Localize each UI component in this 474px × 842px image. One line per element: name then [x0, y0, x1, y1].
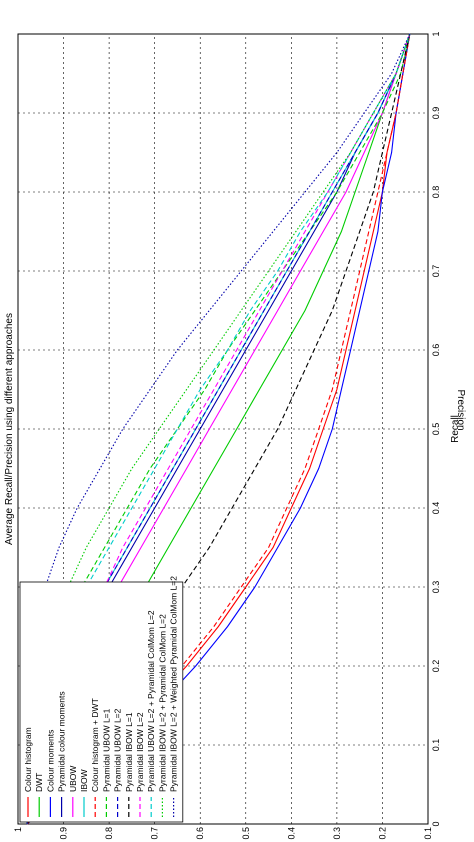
- legend-label: Colour moments: [45, 730, 55, 792]
- x-tick-label: 0.4: [431, 502, 441, 515]
- series-line-9: [26, 33, 411, 825]
- legend-label: DWT: [34, 773, 44, 792]
- x-tick-label: 0: [431, 821, 441, 826]
- y-tick-label: 0.1: [423, 827, 433, 840]
- x-tick-label: 0.3: [431, 581, 441, 594]
- legend-label: Pyramidal UBOW L=1: [101, 708, 111, 792]
- x-tick-label: 0.1: [431, 739, 441, 752]
- y-tick-label: 0.7: [150, 827, 160, 840]
- x-axis-label: Recall: [450, 415, 461, 443]
- legend-label: Pyramidal IBOW L=2: [135, 712, 145, 792]
- series-line-12: [26, 33, 411, 824]
- y-tick-label: 0.4: [286, 827, 296, 840]
- x-tick-label: 0.7: [431, 265, 441, 278]
- y-tick-label: 0.9: [59, 827, 69, 840]
- legend-label: Colour histogram: [23, 727, 33, 792]
- legend-label: Colour histogram + DWT: [90, 698, 100, 792]
- x-tick-label: 0.2: [431, 660, 441, 673]
- y-tick-labels: 0.1 0.2 0.3 0.4 0.5 0.6 0.7 0.8 0.9 1: [13, 827, 433, 840]
- x-tick-label: 0.5: [431, 423, 441, 436]
- y-tick-label: 0.5: [241, 827, 251, 840]
- chart-title: Average Recall/Precision using different…: [4, 313, 15, 545]
- y-axis-label: Precision: [455, 389, 466, 430]
- legend-label: Pyramidal IBOW L=2 + Weighted Pyramidal …: [169, 576, 179, 792]
- legend-label: Pyramidal IBOW L=1: [124, 712, 134, 792]
- legend-box: [19, 581, 184, 823]
- legend-label: Pyramidal colour moments: [57, 691, 67, 792]
- y-tick-label: 0.2: [377, 827, 387, 840]
- legend-label: IBOW: [79, 769, 89, 792]
- x-tick-label: 0.8: [431, 186, 441, 199]
- x-tick-label: 0.6: [431, 344, 441, 357]
- series-line-13: [26, 33, 411, 824]
- legend: Colour histogram DWT Colour moments Pyramid…: [19, 576, 184, 823]
- y-tick-label: 0.8: [104, 827, 114, 840]
- legend-label: Pyramidal IBOW L=2 + Pyramidal ColMom L=…: [157, 614, 167, 792]
- x-tick-label: 0.9: [431, 107, 441, 120]
- legend-label: Pyramidal UBOW L=2: [113, 708, 123, 792]
- legend-label: Pyramidal UBOW L=2 + Pyramidal ColMom L=…: [146, 610, 156, 792]
- legend-label: UBOW: [68, 766, 78, 792]
- y-tick-label: 0.6: [195, 827, 205, 840]
- x-tick-label: 1: [431, 31, 441, 36]
- y-tick-label: 1: [13, 827, 23, 832]
- y-tick-label: 0.3: [332, 827, 342, 840]
- x-tick-labels: 0 0.1 0.2 0.3 0.4 0.5 0.6 0.7 0.8 0.9 1: [431, 31, 441, 826]
